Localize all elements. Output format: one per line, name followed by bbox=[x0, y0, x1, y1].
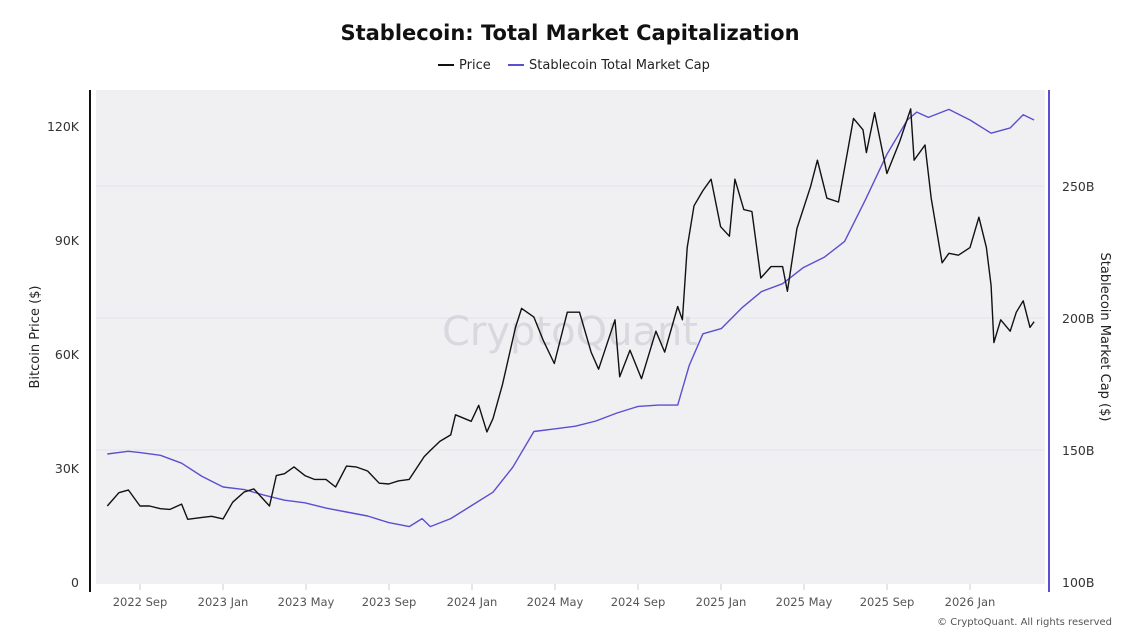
x-tick-label: 2026 Jan bbox=[945, 595, 996, 609]
copyright-footer: © CryptoQuant. All rights reserved bbox=[937, 617, 1112, 628]
x-tick-label: 2024 Sep bbox=[611, 595, 666, 609]
right-tick-label: 150B bbox=[1062, 443, 1094, 458]
x-tick-label: 2025 Sep bbox=[860, 595, 915, 609]
x-tick-label: 2023 May bbox=[278, 595, 335, 609]
x-tick-label: 2025 Jan bbox=[696, 595, 747, 609]
series-lines bbox=[106, 108, 1035, 528]
x-tick-label: 2024 May bbox=[527, 595, 584, 609]
legend: Price Stablecoin Total Market Cap bbox=[438, 58, 710, 73]
left-tick-label: 30K bbox=[55, 461, 80, 476]
x-tick-label: 2023 Jan bbox=[198, 595, 249, 609]
left-tick-label: 60K bbox=[55, 347, 80, 362]
x-tick-label: 2022 Sep bbox=[113, 595, 168, 609]
stablecoin-line bbox=[107, 108, 1035, 528]
price-line bbox=[106, 108, 1035, 520]
gridlines bbox=[96, 185, 1045, 451]
x-axis-ticks: 2022 Sep 2023 Jan 2023 May 2023 Sep 2024 Jan… bbox=[113, 584, 996, 609]
right-tick-label: 250B bbox=[1062, 179, 1094, 194]
left-axis-label: Bitcoin Price ($) bbox=[28, 286, 43, 389]
left-axis-ticks: 0 30K 60K 90K 120K bbox=[47, 119, 80, 590]
watermark: CryptoQuant bbox=[442, 309, 698, 355]
chart-title: Stablecoin: Total Market Capitalization bbox=[340, 21, 799, 45]
legend-price[interactable]: Price bbox=[459, 58, 491, 73]
x-tick-label: 2023 Sep bbox=[362, 595, 417, 609]
right-axis-label: Stablecoin Market Cap ($) bbox=[1097, 253, 1112, 422]
left-tick-label: 90K bbox=[55, 233, 80, 248]
x-tick-label: 2024 Jan bbox=[447, 595, 498, 609]
left-tick-label: 120K bbox=[47, 119, 80, 134]
right-tick-label: 100B bbox=[1062, 575, 1094, 590]
left-tick-label: 0 bbox=[71, 575, 79, 590]
right-axis-ticks: 100B 150B 200B 250B bbox=[1062, 179, 1094, 590]
right-tick-label: 200B bbox=[1062, 311, 1094, 326]
x-tick-label: 2025 May bbox=[776, 595, 833, 609]
legend-stablecoin[interactable]: Stablecoin Total Market Cap bbox=[529, 58, 710, 73]
